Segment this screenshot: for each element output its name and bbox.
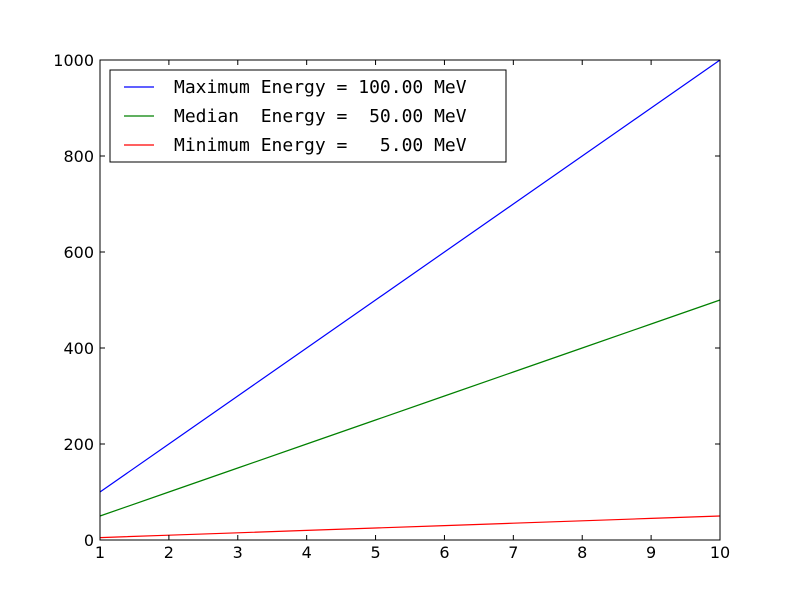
y-tick-label: 800 — [63, 147, 94, 166]
x-tick-label: 4 — [302, 543, 312, 562]
y-tick-label: 400 — [63, 339, 94, 358]
x-tick-label: 10 — [710, 543, 730, 562]
y-tick-label: 200 — [63, 435, 94, 454]
x-tick-label: 6 — [439, 543, 449, 562]
axes-frame — [99, 59, 721, 541]
series-line-1 — [99, 299, 721, 517]
legend-label-2: Minimum Energy = 5.00 MeV — [174, 135, 467, 156]
y-tick-label: 600 — [63, 243, 94, 262]
x-tick-label: 2 — [164, 543, 174, 562]
series-line-0 — [99, 59, 721, 493]
y-tick-label: 1000 — [53, 51, 94, 70]
x-tick-label: 8 — [577, 543, 587, 562]
series-line-2 — [99, 515, 721, 539]
x-tick-label: 5 — [370, 543, 380, 562]
legend: Maximum Energy = 100.00 MeV Median Energy… — [109, 69, 507, 163]
x-tick-label: 3 — [233, 543, 243, 562]
x-tick-label: 7 — [508, 543, 518, 562]
x-tick-label: 1 — [95, 543, 105, 562]
legend-label-0: Maximum Energy = 100.00 MeV — [174, 77, 467, 98]
legend-box — [109, 69, 507, 163]
legend-label-1: Median Energy = 50.00 MeV — [174, 106, 467, 127]
x-tick-label: 9 — [646, 543, 656, 562]
plot-area: 1 2 3 4 5 6 7 8 9 10 0 200 400 600 800 1000 — [53, 51, 730, 562]
y-tick-label: 0 — [84, 531, 94, 550]
